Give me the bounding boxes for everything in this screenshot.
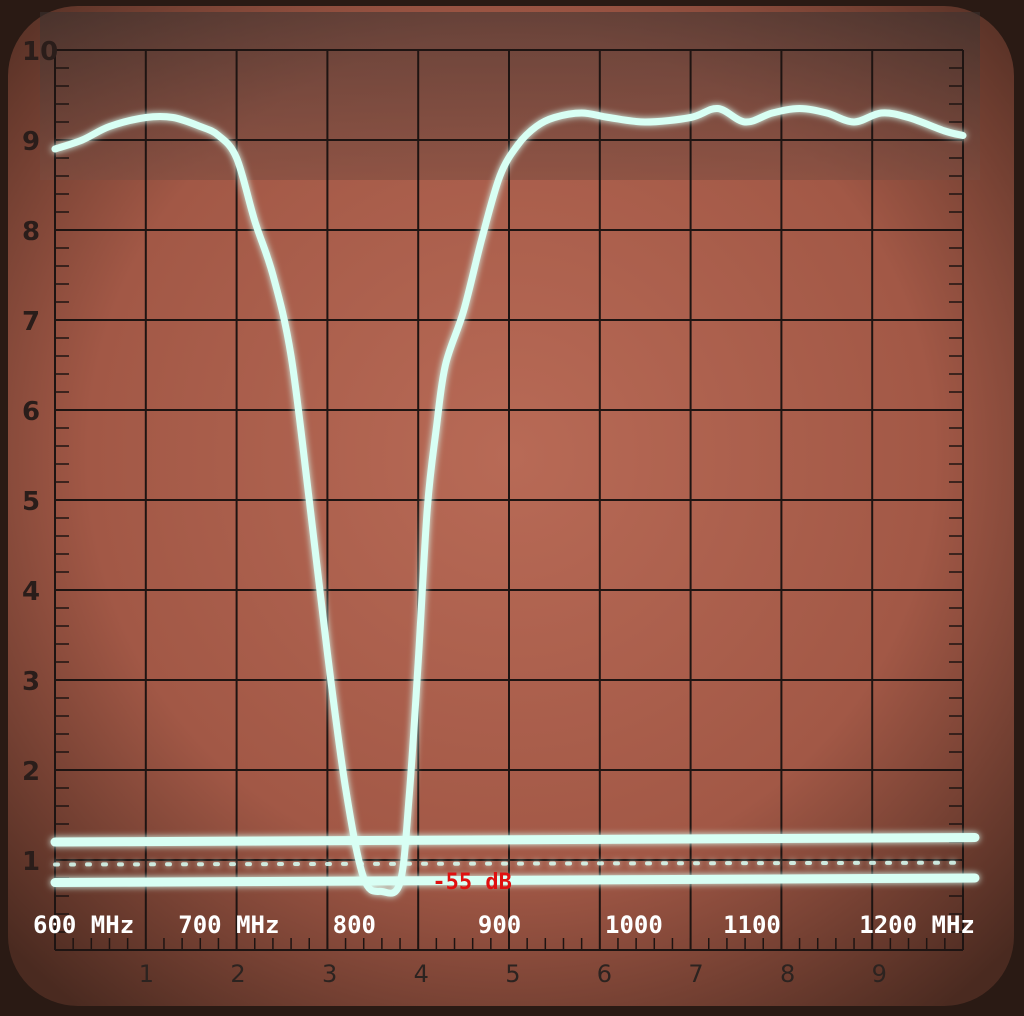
traces: [50, 104, 980, 897]
x-tick-label: 6: [597, 960, 612, 988]
frequency-label: 900: [478, 911, 521, 939]
x-tick-label: 9: [872, 960, 887, 988]
y-axis-labels: 1 2 3 4 5 6 7 8 9 10: [22, 37, 58, 877]
frequency-label: 600 MHz: [33, 911, 134, 939]
x-tick-label: 1: [139, 960, 154, 988]
y-tick-label: 9: [22, 127, 40, 157]
y-tick-label: 10: [22, 37, 58, 67]
y-tick-label: 1: [22, 847, 40, 877]
response-trace: [51, 104, 967, 897]
frequency-label: 1000: [605, 911, 663, 939]
x-tick-label: 3: [322, 960, 337, 988]
x-tick-label: 5: [505, 960, 520, 988]
x-tick-label: 7: [688, 960, 703, 988]
frequency-label: 1100: [723, 911, 781, 939]
y-tick-label: 4: [22, 577, 40, 607]
x-tick-label: 2: [230, 960, 245, 988]
y-tick-label: 3: [22, 667, 40, 697]
x-axis-labels: 1 2 3 4 5 6 7 8 9: [139, 960, 887, 988]
y-tick-label: 7: [22, 307, 40, 337]
reference-line: [50, 873, 980, 887]
frequency-label: 800: [333, 911, 376, 939]
x-tick-label: 4: [414, 960, 429, 988]
screen-face: [8, 6, 1014, 1006]
x-tick-label: 8: [780, 960, 795, 988]
graticule: [54, 49, 964, 951]
frequency-label: 1200 MHz: [859, 911, 975, 939]
reference-line: [50, 833, 980, 847]
y-tick-label: 6: [22, 397, 40, 427]
y-tick-label: 5: [22, 487, 40, 517]
frequency-label: 700 MHz: [178, 911, 279, 939]
y-tick-label: 2: [22, 757, 40, 787]
attenuation-annotation: -55 dB: [432, 870, 511, 895]
frequency-labels: 600 MHz 700 MHz 800 900 1000 1100 1200 MHz: [33, 911, 975, 939]
y-tick-label: 8: [22, 217, 40, 247]
reference-dotted-line: [53, 860, 965, 867]
